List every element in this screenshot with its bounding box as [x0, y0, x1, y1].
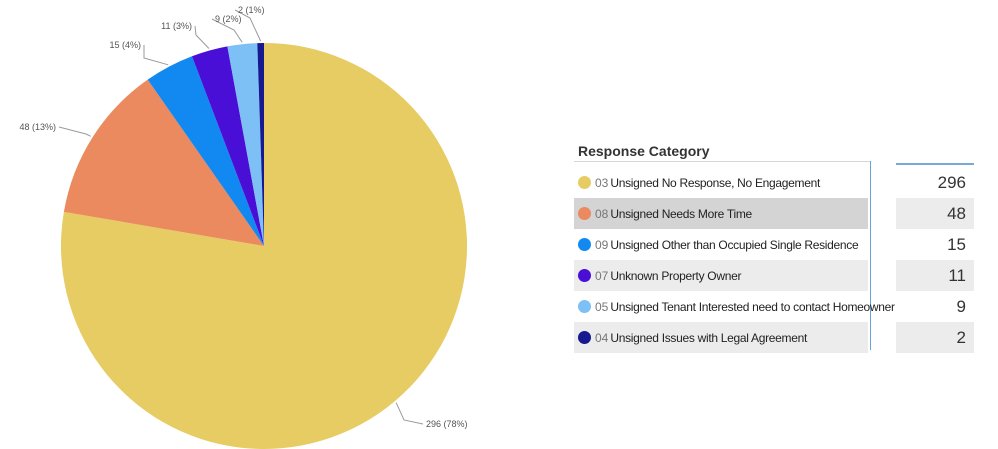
- legend-dot-icon: [578, 331, 591, 344]
- header-divider: [574, 161, 870, 162]
- category-label: Unsigned Other than Occupied Single Resi…: [610, 237, 859, 252]
- value-cell: 9: [956, 296, 966, 316]
- leader-line-08: [58, 126, 92, 137]
- leader-line-07: [194, 25, 210, 49]
- response-category-table: Response Category 03 Unsigned No Respons…: [574, 139, 974, 353]
- category-label: Unsigned Issues with Legal Agreement: [610, 330, 808, 345]
- leader-line-03: [395, 402, 424, 425]
- category-cell[interactable]: 04 Unsigned Issues with Legal Agreement: [574, 322, 868, 353]
- category-cell[interactable]: 03 Unsigned No Response, No Engagement: [574, 167, 868, 198]
- pie-slice-04[interactable]: [257, 43, 264, 246]
- category-code: 09: [595, 237, 609, 252]
- table-row[interactable]: 04 Unsigned Issues with Legal Agreement …: [574, 322, 974, 353]
- legend-dot-icon: [578, 238, 591, 251]
- value-cell: 48: [896, 198, 974, 229]
- category-cell[interactable]: 07 Unknown Property Owner: [574, 260, 868, 291]
- category-code: 07: [595, 268, 609, 283]
- pie-slice-08[interactable]: [63, 79, 264, 246]
- category-cell[interactable]: 08 Unsigned Needs More Time: [574, 198, 868, 229]
- category-label: Unsigned Tenant Interested need to conta…: [610, 299, 895, 314]
- pie-slice-05[interactable]: [227, 43, 264, 246]
- category-code: 05: [595, 299, 609, 314]
- category-label: Unsigned Needs More Time: [610, 206, 752, 221]
- data-label-09: 15 (4%): [109, 40, 141, 50]
- pie-data-labels: 296 (78%) 48 (13%) 15 (4%) 11 (3%) 9 (2%)2 (…: [19, 5, 467, 429]
- value-cell: 2: [896, 322, 974, 353]
- data-label-03: 296 (78%): [426, 419, 468, 429]
- pie-slice-07[interactable]: [191, 46, 264, 246]
- column-divider: [870, 161, 871, 350]
- table-title: Response Category: [578, 143, 710, 159]
- category-label: Unknown Property Owner: [610, 268, 742, 283]
- legend-dot-icon: [578, 176, 591, 189]
- pie-slice-03[interactable]: [60, 43, 467, 449]
- data-label-08: 48 (13%): [19, 122, 56, 132]
- value-cell: 15: [947, 234, 966, 254]
- category-code: 03: [595, 175, 609, 190]
- data-label-04: 2 (1%): [238, 5, 265, 15]
- table-row[interactable]: 03 Unsigned No Response, No Engagement 2…: [574, 167, 974, 198]
- table-row[interactable]: 09 Unsigned Other than Occupied Single R…: [574, 229, 974, 260]
- value-cell: 11: [896, 260, 974, 291]
- data-label-07: 11 (3%): [161, 21, 192, 31]
- leader-line-05: [211, 18, 243, 43]
- leader-line-04: [234, 9, 262, 42]
- table-row[interactable]: 05 Unsigned Tenant Interested need to co…: [574, 291, 974, 322]
- leader-line-09: [143, 45, 169, 66]
- value-cell: 296: [937, 172, 966, 192]
- data-label-05: 9 (2%): [215, 14, 242, 24]
- legend-dot-icon: [578, 207, 591, 220]
- pie-leader-lines: [58, 9, 424, 425]
- table-header: Response Category: [574, 139, 974, 165]
- pie-slice-09[interactable]: [147, 56, 264, 247]
- table-row[interactable]: 07 Unknown Property Owner 11: [574, 260, 974, 291]
- table-row[interactable]: 08 Unsigned Needs More Time 48: [574, 198, 974, 229]
- table-rows: 03 Unsigned No Response, No Engagement 2…: [574, 167, 974, 353]
- header-divider-value: [896, 163, 974, 165]
- category-cell[interactable]: 09 Unsigned Other than Occupied Single R…: [574, 229, 868, 260]
- category-code: 08: [595, 206, 609, 221]
- category-cell[interactable]: 05 Unsigned Tenant Interested need to co…: [574, 291, 895, 322]
- legend-dot-icon: [578, 269, 591, 282]
- legend-dot-icon: [578, 300, 591, 313]
- pie-slices: [60, 43, 467, 449]
- category-label: Unsigned No Response, No Engagement: [610, 175, 820, 190]
- category-code: 04: [595, 330, 609, 345]
